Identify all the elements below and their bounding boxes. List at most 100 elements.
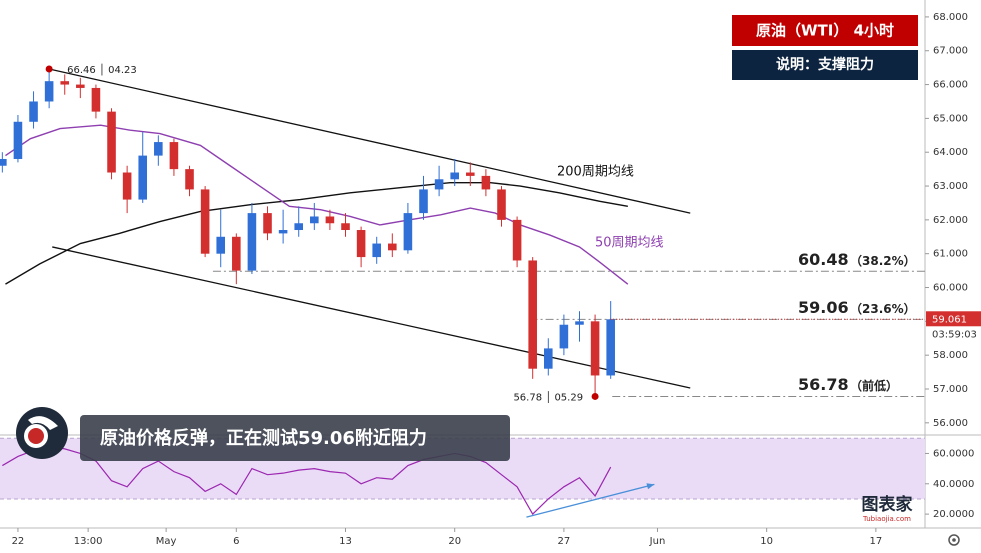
candle-body — [278, 230, 288, 234]
y-tick-label: 67.000 — [933, 46, 968, 57]
price-tag-timer: 03:59:03 — [932, 329, 977, 340]
trendline — [52, 246, 691, 389]
candle-body — [216, 236, 226, 254]
candle-body — [528, 260, 537, 369]
candle-body — [44, 81, 54, 102]
y-tick-label: 61.000 — [933, 249, 968, 260]
x-tick-label: 20 — [448, 536, 461, 547]
candle-body — [403, 213, 413, 251]
y-tick-label: 56.000 — [933, 418, 968, 429]
trendline — [48, 68, 691, 214]
subtitle: 说明：支撑阻力 — [776, 56, 874, 73]
y-tick-label: 58.000 — [933, 350, 968, 361]
level-value: 59.06 — [798, 298, 849, 317]
banner: 原油价格反弹，正在测试59.06附近阻力 — [100, 427, 427, 449]
candle-body — [310, 216, 319, 224]
logo-url: Tubiaojia.com — [862, 515, 911, 523]
candle-body — [294, 223, 304, 231]
candle-body — [356, 230, 366, 258]
x-tick-label: Jun — [649, 536, 666, 547]
title-box — [732, 15, 918, 46]
settings-icon[interactable] — [948, 534, 960, 546]
candle-body — [200, 189, 210, 254]
x-tick-label: May — [156, 536, 177, 547]
x-tick-label: 22 — [12, 536, 25, 547]
candle-body — [122, 172, 132, 200]
candle-body — [559, 324, 569, 349]
rsi-tick-label: 40.0000 — [933, 479, 974, 490]
annotation-dot — [591, 392, 599, 400]
candle-body — [434, 179, 444, 190]
candle-body — [13, 121, 23, 159]
x-tick-label: 6 — [233, 536, 239, 547]
y-tick-label: 66.000 — [933, 80, 968, 91]
x-tick-label: 13 — [339, 536, 352, 547]
candle-body — [512, 219, 522, 261]
y-tick-label: 62.000 — [933, 215, 968, 226]
moving-average-label: 50周期均线 — [595, 236, 664, 251]
candle-body — [154, 142, 163, 156]
price-tag: 59.061 — [932, 314, 967, 325]
moving-average — [5, 181, 628, 285]
candle-body — [606, 319, 615, 376]
y-tick-label: 65.000 — [933, 113, 968, 124]
subtitle-box — [732, 50, 918, 80]
candle-body — [450, 172, 459, 180]
candle-body — [497, 189, 506, 220]
candle-body — [91, 87, 101, 112]
candle-body — [0, 158, 7, 166]
candle-body — [544, 348, 553, 369]
candle-body — [341, 223, 350, 231]
candle-body — [232, 236, 241, 271]
y-tick-label: 68.000 — [933, 12, 968, 23]
level-note: （38.2%） — [850, 253, 916, 268]
x-tick-label: 27 — [558, 536, 571, 547]
candle-body — [185, 169, 194, 190]
moving-average-label: 200周期均线 — [557, 165, 634, 180]
candle-body — [590, 321, 600, 376]
rsi-trend-arrowhead — [646, 483, 655, 490]
price-tag-box — [926, 311, 981, 327]
annotation-dot — [45, 65, 53, 73]
x-tick-label: 13:00 — [74, 536, 103, 547]
banner-box — [80, 415, 510, 461]
level-value: 60.48 — [798, 250, 849, 269]
level-note: （23.6%） — [850, 301, 916, 316]
candle-body — [60, 81, 70, 85]
title: 原油（WTI） 4小时 — [756, 22, 894, 40]
y-tick-label: 57.000 — [933, 384, 968, 395]
candle-body — [169, 142, 179, 170]
logo: 图表家 — [862, 494, 913, 515]
price-panel: 56.00057.00058.00059.00060.00061.00062.0… — [0, 12, 981, 547]
rsi-trend-arrow — [526, 483, 655, 518]
avatar-icon — [16, 407, 68, 459]
x-tick-label: 17 — [869, 536, 882, 547]
overlay: 原油（WTI） 4小时 说明：支撑阻力 原油价格反弹，正在测试59.06附近阻力… — [16, 15, 960, 546]
candle-body — [575, 321, 584, 325]
rsi-line — [2, 445, 612, 516]
candle-body — [372, 243, 381, 258]
rsi-tick-label: 60.0000 — [933, 448, 974, 459]
candle-body — [481, 175, 491, 190]
candle-body — [107, 111, 116, 173]
candle-body — [247, 213, 257, 271]
candle-body — [263, 213, 272, 234]
candle-body — [325, 216, 335, 224]
level-value: 56.78 — [798, 375, 849, 394]
level-note: （前低） — [850, 378, 898, 393]
annotation: 66.46 │ 04.23 — [67, 63, 137, 76]
candle-body — [138, 155, 148, 200]
candle-body — [29, 101, 38, 122]
candle-body — [388, 243, 397, 251]
rsi-tick-label: 20.0000 — [933, 509, 974, 520]
candle-body — [419, 189, 428, 214]
candle-body — [76, 84, 85, 88]
annotation: 56.78 │ 05.29 — [513, 390, 583, 403]
x-tick-label: 10 — [760, 536, 773, 547]
y-tick-label: 60.000 — [933, 283, 968, 294]
candle-body — [466, 172, 475, 176]
y-tick-label: 63.000 — [933, 181, 968, 192]
y-tick-label: 64.000 — [933, 147, 968, 158]
